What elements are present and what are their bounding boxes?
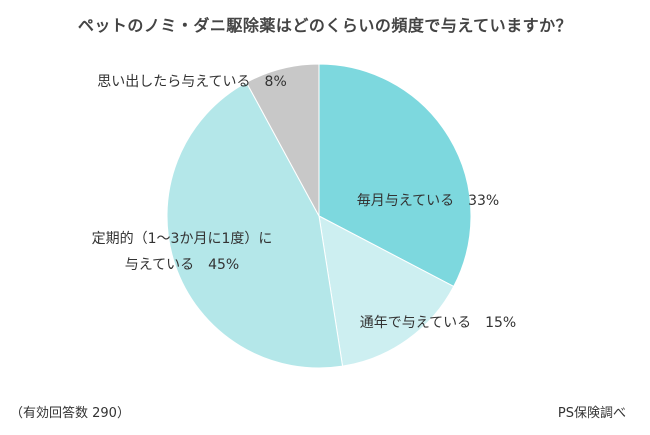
slice-when-remembered [245, 63, 320, 217]
pie-slices [166, 63, 472, 369]
slice-monthly [318, 63, 472, 288]
slice-year-round [318, 215, 455, 367]
source-note: PS保険調べ [557, 406, 626, 421]
slice-periodic [166, 81, 344, 369]
respondent-count: （有効回答数 290） [10, 406, 130, 421]
slice-monthly-label: 毎月与えている 33% [357, 193, 499, 209]
pie-labels: 毎月与えている 33% 通年で与えている 15% 定期的（1〜3か月に1度）に与えて… [92, 74, 517, 331]
slice-year-round-label: 通年で与えている 15% [360, 315, 516, 331]
slice-periodic-label: 定期的（1〜3か月に1度）に与えている 45% [92, 231, 273, 273]
slice-when-remembered-label: 思い出したら与えている 8% [97, 74, 287, 90]
chart-title: ペットのノミ・ダニ駆除薬はどのくらいの頻度で与えていますか？ [77, 16, 573, 35]
